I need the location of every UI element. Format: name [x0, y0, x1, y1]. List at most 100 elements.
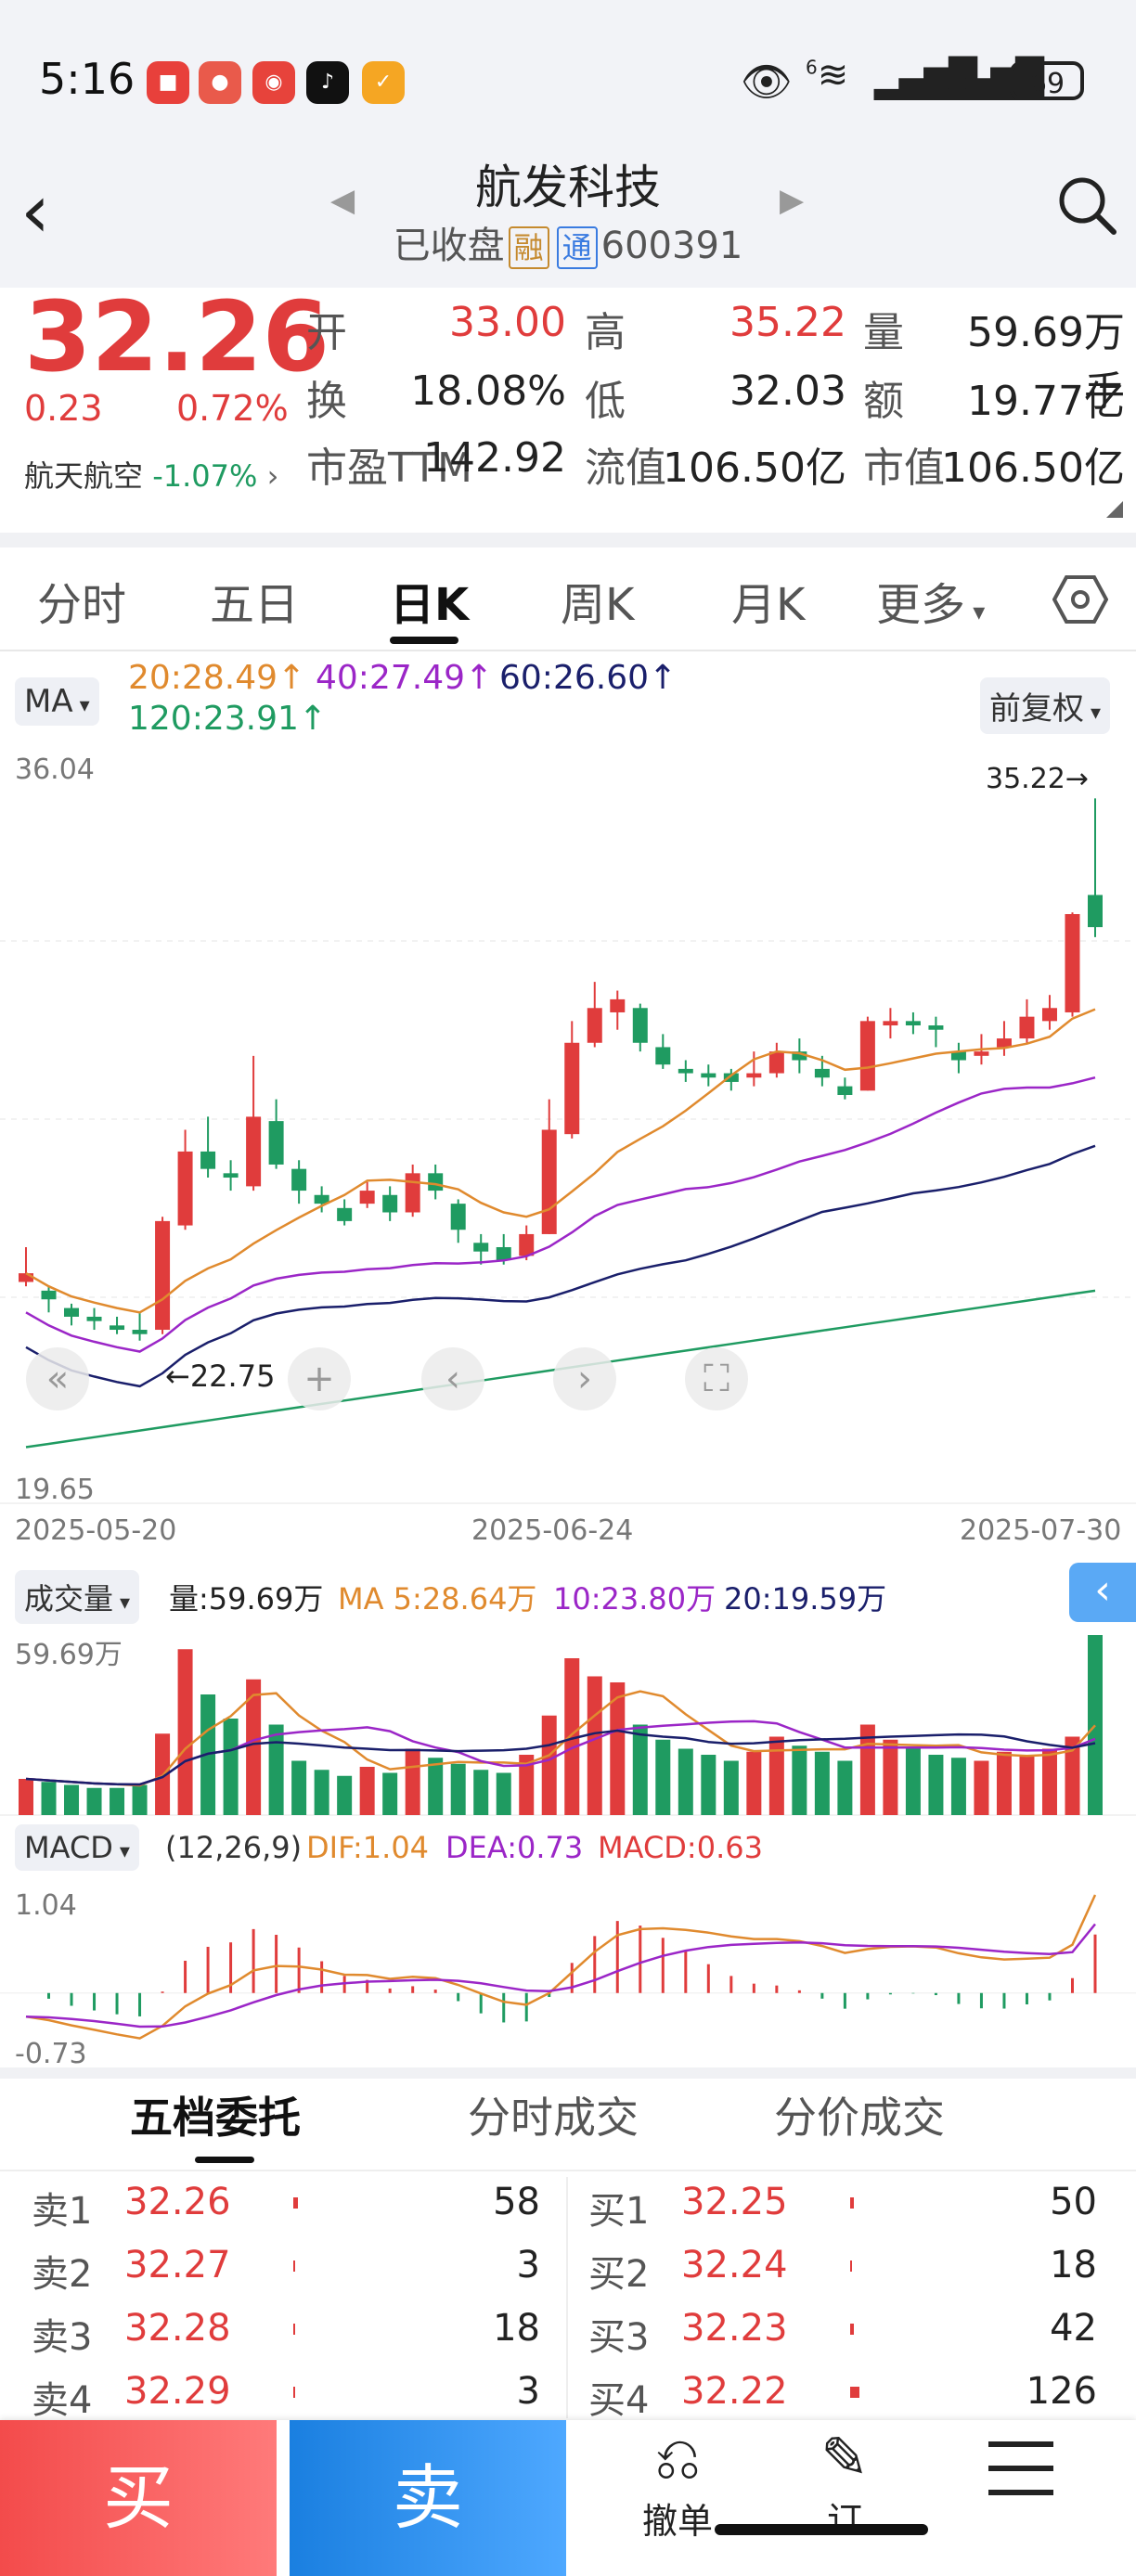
quote-value: 59.69万手	[967, 309, 1125, 416]
candle-body	[655, 1047, 671, 1065]
app-icon: ✓	[362, 61, 405, 104]
quote-panel	[0, 288, 1136, 534]
volume-bar	[541, 1715, 557, 1815]
header	[0, 130, 1136, 288]
buy-quantity: 18	[1050, 2244, 1097, 2286]
volume-bar	[950, 1758, 966, 1815]
volume-bar	[1019, 1754, 1035, 1815]
fullscreen-icon[interactable]: ⛶	[685, 1347, 748, 1410]
scroll-right-icon[interactable]: ›	[553, 1347, 616, 1410]
volume-bar	[86, 1787, 102, 1815]
volume-bar	[246, 1679, 262, 1815]
tab-monthly-k[interactable]: 月K	[731, 579, 806, 631]
sell-button[interactable]: 卖	[290, 2420, 566, 2576]
next-stock-icon[interactable]: ▶	[780, 182, 805, 219]
tiktok-icon: ♪	[306, 61, 349, 104]
volume-bar	[655, 1739, 671, 1815]
settings-hex-icon[interactable]	[1052, 572, 1109, 631]
expand-corner-icon[interactable]	[1106, 501, 1123, 518]
signal-icon: ▂▄▆█	[874, 58, 977, 100]
zoom-in-icon[interactable]: +	[288, 1347, 351, 1410]
low-marker: ←22.75	[165, 1359, 276, 1394]
active-tab-indicator	[195, 2157, 254, 2163]
tab-time-trades[interactable]: 分时成交	[468, 2093, 639, 2143]
tab-more[interactable]: 更多 ▾	[876, 568, 985, 633]
candle-body	[428, 1173, 444, 1191]
sector-change: -1.07%	[152, 458, 258, 494]
macd-selector[interactable]: MACD ▾	[15, 1824, 139, 1871]
candle-body	[223, 1173, 239, 1179]
sector-link[interactable]: 航天航空 -1.07% ›	[24, 453, 278, 496]
scroll-left-icon[interactable]: ‹	[421, 1347, 484, 1410]
caret-down-icon: ▾	[1084, 702, 1102, 725]
candle-body	[768, 1051, 784, 1074]
candle-body	[19, 1273, 33, 1282]
candle-body	[1088, 895, 1103, 928]
candle-body	[314, 1194, 329, 1204]
menu-icon[interactable]	[975, 2431, 1067, 2524]
volume-bar	[19, 1778, 33, 1815]
candle-body	[450, 1204, 466, 1230]
buy-quantity: 50	[1050, 2181, 1097, 2223]
volume-bar	[405, 1748, 420, 1815]
buy-quantity: 42	[1050, 2307, 1097, 2350]
adjust-label: 前复权	[989, 690, 1084, 728]
volume-bar	[450, 1763, 466, 1815]
candle-body	[928, 1025, 944, 1030]
volume-ma20-line	[25, 1729, 1096, 1786]
tab-price-trades[interactable]: 分价成交	[774, 2093, 945, 2143]
volume-selector[interactable]: 成交量 ▾	[15, 1570, 140, 1624]
cancel-order-button[interactable]: ⎌ 撤单	[631, 2424, 724, 2572]
tab-daily-k[interactable]: 日K	[390, 579, 470, 631]
battery-indicator: 69	[1010, 61, 1084, 100]
quote-value: 106.50亿	[941, 444, 1125, 492]
edit-button[interactable]: ✎ 订	[798, 2424, 891, 2572]
volume-bar	[814, 1751, 830, 1815]
volume-bar	[678, 1748, 693, 1815]
volume-bar	[883, 1739, 898, 1815]
candle-body	[64, 1307, 80, 1317]
candle-body	[268, 1121, 284, 1165]
tab-weekly-k[interactable]: 周K	[561, 579, 635, 631]
kline-chart[interactable]	[0, 742, 1136, 2060]
volume-bar	[132, 1784, 148, 1815]
volume-ma20: 20:19.59万	[724, 1581, 887, 1616]
collapse-panel-icon[interactable]: ‹	[1069, 1563, 1136, 1622]
ma-selector[interactable]: MA ▾	[15, 677, 99, 726]
sell-price: 32.27	[124, 2244, 231, 2286]
volume-bar	[1041, 1748, 1057, 1815]
quote-value: 19.77亿	[967, 378, 1125, 425]
price-min-label: 19.65	[15, 1474, 95, 1506]
candle-body	[177, 1151, 193, 1226]
game-icon: ●	[199, 61, 241, 104]
tab-intraday[interactable]: 分时	[37, 579, 127, 631]
candle-body	[519, 1233, 535, 1256]
buy-level-label: 买1	[588, 2190, 650, 2233]
candle-body	[950, 1051, 966, 1061]
rewind-icon[interactable]: «	[26, 1347, 89, 1410]
prev-stock-icon[interactable]: ◀	[330, 182, 355, 219]
quote-value: 142.92	[423, 434, 566, 482]
search-icon[interactable]	[1054, 173, 1119, 241]
price-change: 0.23	[24, 388, 103, 429]
stock-subtitle: 已收盘融通 600391	[0, 215, 1136, 269]
stock-title: 航发科技	[475, 161, 661, 214]
volume-bar	[701, 1754, 716, 1815]
ma40-line	[25, 1075, 1096, 1353]
back-icon[interactable]: ‹	[20, 168, 50, 254]
tab-five-level[interactable]: 五档委托	[130, 2093, 301, 2143]
candle-body	[837, 1086, 853, 1095]
sell-price: 32.28	[124, 2307, 231, 2350]
macd-dif: DIF:1.04	[306, 1830, 430, 1865]
candle-body	[792, 1051, 807, 1061]
volume-bar	[268, 1724, 284, 1815]
tab-five-day[interactable]: 五日	[210, 579, 300, 631]
buy-button[interactable]: 买	[0, 2420, 277, 2576]
ma60-line	[25, 1144, 1096, 1388]
caret-down-icon: ▾	[965, 599, 986, 626]
volume-label: 成交量	[24, 1581, 114, 1616]
quote-value: 33.00	[449, 299, 566, 346]
sell-price: 32.29	[124, 2370, 231, 2413]
adjust-selector[interactable]: 前复权 ▾	[980, 677, 1111, 734]
candle-body	[883, 1021, 898, 1026]
